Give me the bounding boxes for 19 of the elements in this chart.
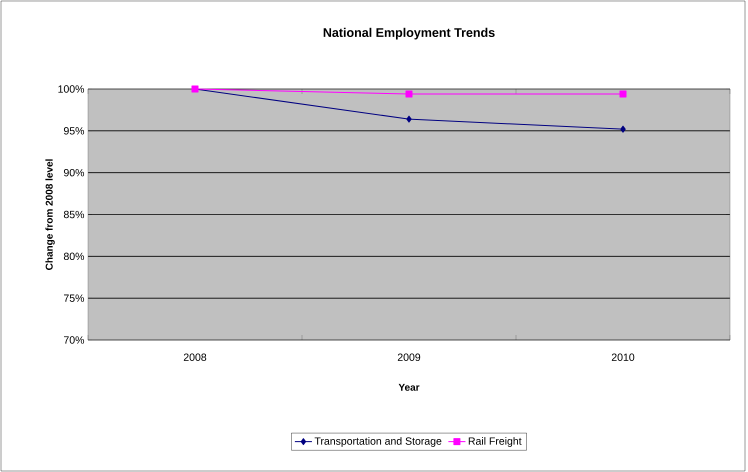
- point: [406, 90, 412, 98]
- y-tick-label: 75%: [64, 294, 84, 302]
- chart-title: National Employment Trends: [324, 28, 495, 40]
- legend-label: Rail Freight: [468, 437, 522, 447]
- y-tick-label: 100%: [58, 85, 84, 93]
- x-tick-label: 2010: [612, 354, 634, 361]
- y-tick-label: 95%: [64, 127, 84, 135]
- y-tick-label: 70%: [64, 336, 84, 344]
- point: [406, 116, 412, 123]
- x-axis-title: Year: [398, 384, 420, 391]
- y-axis-title: Change from 2008 level: [45, 159, 55, 270]
- point: [620, 126, 626, 133]
- x-tick-label: 2009: [398, 354, 420, 361]
- legend-label: Transportation and Storage: [314, 437, 442, 447]
- y-tick-label: 80%: [64, 252, 84, 260]
- y-tick-label: 85%: [64, 210, 84, 218]
- x-tick-label: 2008: [184, 354, 206, 361]
- y-tick-label: 90%: [64, 168, 84, 176]
- point: [620, 90, 627, 98]
